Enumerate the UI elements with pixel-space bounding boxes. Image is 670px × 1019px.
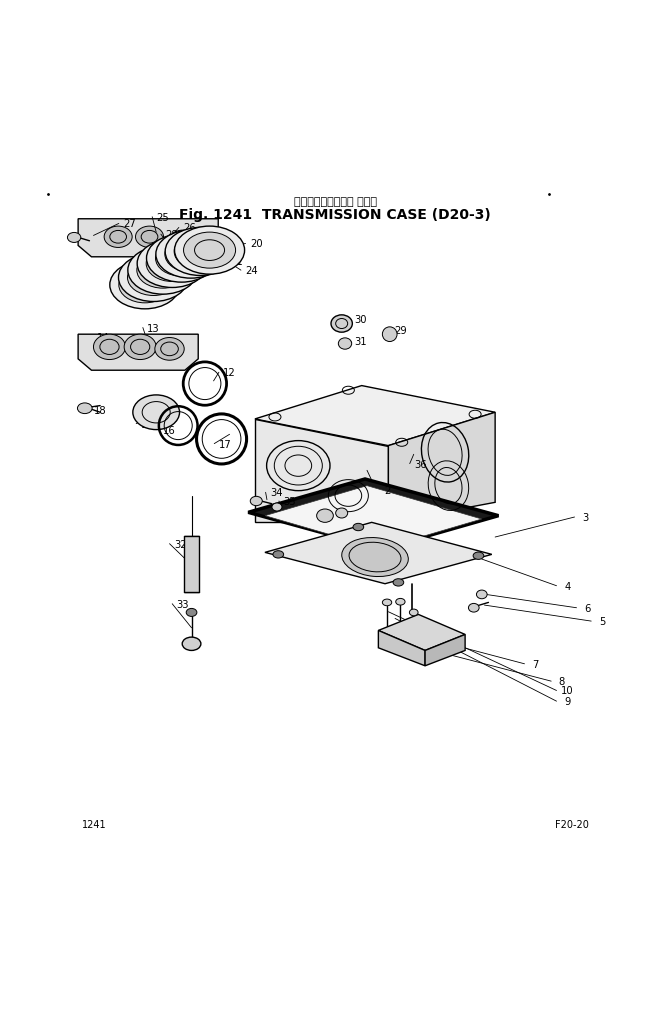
Ellipse shape (128, 247, 198, 294)
Text: 13: 13 (147, 323, 160, 333)
Polygon shape (379, 631, 425, 666)
Text: 22: 22 (210, 253, 222, 263)
Ellipse shape (336, 508, 348, 519)
Ellipse shape (342, 538, 408, 577)
Ellipse shape (174, 234, 226, 270)
Ellipse shape (135, 227, 163, 249)
Ellipse shape (147, 234, 216, 283)
Ellipse shape (137, 240, 207, 288)
Ellipse shape (94, 335, 125, 360)
Ellipse shape (186, 608, 197, 616)
Ellipse shape (169, 231, 197, 253)
Ellipse shape (155, 240, 208, 277)
Text: 33: 33 (177, 599, 189, 609)
Ellipse shape (137, 253, 189, 288)
Text: 26: 26 (183, 223, 196, 233)
Text: 16: 16 (163, 426, 176, 436)
Polygon shape (265, 523, 492, 584)
Ellipse shape (156, 231, 226, 279)
Text: 29: 29 (394, 326, 407, 336)
Ellipse shape (338, 338, 352, 350)
Text: 19: 19 (141, 419, 153, 429)
Text: 17: 17 (218, 439, 231, 449)
Text: 30: 30 (354, 315, 366, 324)
Text: 4: 4 (564, 581, 570, 591)
Ellipse shape (273, 551, 283, 558)
Ellipse shape (119, 268, 171, 304)
Polygon shape (425, 635, 465, 666)
Ellipse shape (165, 228, 235, 276)
Text: 9: 9 (564, 696, 570, 706)
Text: 8: 8 (559, 677, 565, 687)
Polygon shape (78, 219, 218, 258)
Ellipse shape (317, 510, 334, 523)
Text: 5: 5 (599, 616, 605, 627)
Text: Fig. 1241  TRANSMISSION CASE (D20-3): Fig. 1241 TRANSMISSION CASE (D20-3) (179, 208, 491, 222)
Polygon shape (255, 420, 389, 523)
Ellipse shape (68, 233, 81, 244)
Text: トランスミッション ケース: トランスミッション ケース (293, 197, 377, 207)
Text: 28: 28 (165, 230, 178, 239)
Polygon shape (379, 614, 465, 651)
Ellipse shape (468, 604, 479, 612)
Text: 32: 32 (174, 539, 186, 549)
Text: F20-20: F20-20 (555, 819, 588, 829)
Polygon shape (78, 335, 198, 371)
Text: 35: 35 (283, 496, 296, 506)
Polygon shape (249, 480, 498, 549)
Text: 31: 31 (354, 336, 366, 346)
Ellipse shape (251, 497, 262, 506)
Ellipse shape (133, 395, 180, 430)
Ellipse shape (110, 262, 180, 310)
Ellipse shape (476, 590, 487, 599)
Ellipse shape (383, 599, 392, 606)
Text: 2: 2 (384, 486, 390, 496)
Ellipse shape (473, 552, 484, 559)
Text: 21: 21 (230, 257, 243, 267)
Text: 1241: 1241 (82, 819, 106, 829)
Ellipse shape (165, 236, 217, 273)
Ellipse shape (184, 233, 236, 269)
Text: 23: 23 (192, 246, 204, 256)
Text: 10: 10 (561, 686, 574, 696)
Text: 27: 27 (123, 219, 136, 229)
Ellipse shape (174, 227, 245, 275)
Ellipse shape (146, 247, 198, 282)
Text: 14: 14 (96, 332, 109, 342)
Text: 7: 7 (532, 659, 539, 669)
Text: 25: 25 (157, 213, 170, 222)
Text: 3: 3 (582, 513, 588, 523)
Text: 18: 18 (94, 406, 107, 416)
Ellipse shape (127, 260, 180, 297)
Ellipse shape (119, 254, 188, 303)
Polygon shape (265, 486, 482, 549)
Text: 24: 24 (245, 266, 258, 276)
Polygon shape (255, 386, 495, 446)
Text: 34: 34 (270, 488, 283, 498)
Ellipse shape (124, 335, 156, 360)
Text: 6: 6 (584, 603, 590, 613)
Ellipse shape (331, 316, 352, 333)
Ellipse shape (272, 503, 282, 512)
Ellipse shape (78, 404, 92, 414)
Ellipse shape (104, 227, 132, 249)
Ellipse shape (155, 338, 184, 361)
Text: 20: 20 (250, 239, 263, 250)
Polygon shape (389, 413, 495, 523)
Text: 12: 12 (223, 368, 236, 378)
Ellipse shape (353, 524, 364, 531)
Text: 11: 11 (167, 350, 180, 359)
Ellipse shape (383, 327, 397, 342)
Ellipse shape (393, 579, 404, 587)
Bar (184, 536, 199, 593)
Ellipse shape (409, 609, 418, 616)
Ellipse shape (182, 638, 201, 651)
Ellipse shape (396, 599, 405, 605)
Text: 15: 15 (137, 339, 149, 350)
Text: 36: 36 (414, 460, 427, 469)
